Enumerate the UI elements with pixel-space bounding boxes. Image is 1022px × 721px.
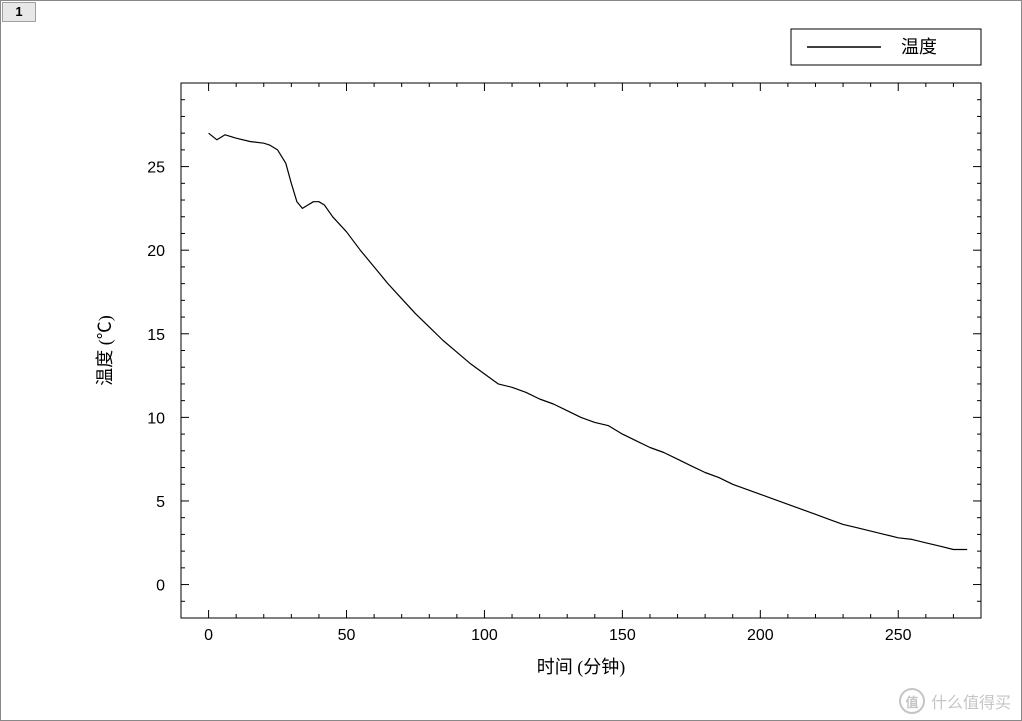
- y-tick-label: 15: [147, 327, 165, 344]
- plot-area: 0 50 100 150 200 250 0 5 10 15 20 25 时间 (分钟) 温度 (℃) 温度: [3, 23, 1019, 718]
- legend-label: 温度: [901, 37, 937, 57]
- tab-1[interactable]: 1: [2, 2, 36, 22]
- x-tick-label: 0: [204, 627, 213, 644]
- chart-window: 1 0 50 100 150 200 250 0 5 10 15 20 25 时间 (分钟) 温度 (℃)…: [0, 0, 1022, 721]
- x-tick-label: 250: [885, 627, 912, 644]
- y-tick-label: 25: [147, 160, 165, 177]
- x-tick-label: 200: [747, 627, 774, 644]
- temperature-chart: 0 50 100 150 200 250 0 5 10 15 20 25 时间 (分钟) 温度 (℃) 温度: [3, 23, 1019, 718]
- x-axis-label: 时间 (分钟): [537, 657, 626, 678]
- y-axis-label: 温度 (℃): [95, 315, 116, 386]
- x-tick-label: 100: [471, 627, 498, 644]
- x-tick-label: 150: [609, 627, 636, 644]
- y-tick-label: 0: [156, 578, 165, 595]
- y-tick-label: 5: [156, 494, 165, 511]
- plot-frame: [181, 83, 981, 618]
- y-tick-label: 10: [147, 410, 165, 427]
- y-tick-label: 20: [147, 243, 165, 260]
- x-tick-label: 50: [338, 627, 356, 644]
